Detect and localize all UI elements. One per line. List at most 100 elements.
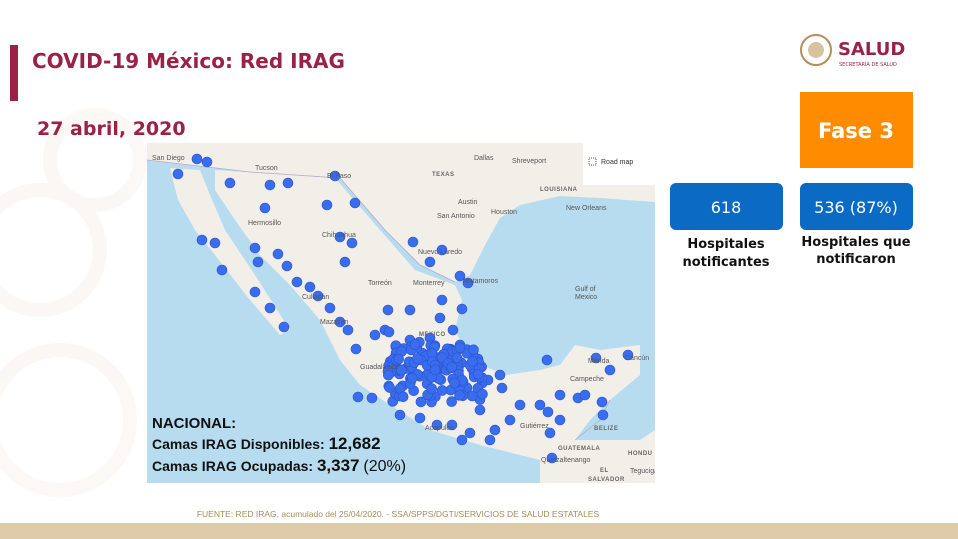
- stats: NACIONAL: Camas IRAG Disponibles: 12,682…: [152, 415, 406, 475]
- hospital-dot: [456, 303, 468, 315]
- map-label: Torreón: [368, 280, 392, 287]
- hospital-dot: [466, 390, 478, 402]
- hospital-dot: [409, 339, 421, 350]
- stats-value: 12,682: [329, 434, 381, 453]
- card: [800, 183, 913, 230]
- hospital-dot: [494, 369, 506, 381]
- hospital-dot: [369, 329, 381, 341]
- hospital-dot: [329, 170, 341, 182]
- hospital-dot: [579, 389, 591, 401]
- hospital-dot: [554, 389, 566, 401]
- map-label: Nuevo Laredo: [418, 249, 462, 256]
- hospital-dot: [496, 382, 508, 394]
- hospital-dot: [209, 237, 221, 249]
- hospital-dot: [415, 396, 427, 408]
- hospital-dot: [196, 234, 208, 246]
- hospital-dot: [544, 427, 556, 439]
- hospital-dot: [514, 399, 526, 411]
- hospital-dot: [291, 276, 303, 288]
- hospital-dot: [249, 242, 261, 254]
- hospital-dot: [474, 404, 486, 416]
- hospital-dot: [342, 324, 354, 336]
- hospital-dot: [434, 312, 446, 324]
- hospital-dot: [596, 396, 608, 408]
- hospital-dot: [304, 281, 316, 293]
- card-label: Hospitales: [687, 237, 765, 252]
- logo-name: SALUD: [838, 39, 905, 60]
- map: San Diego Tucson El Paso Dallas Shrevepo…: [147, 143, 667, 483]
- hospital-dot: [590, 352, 602, 364]
- hospital-dot: [464, 427, 476, 439]
- hospital-dot: [454, 342, 466, 353]
- hospital-dot: [504, 414, 516, 426]
- hospital-dot: [604, 364, 616, 376]
- map-label: Tegucigalpa: [630, 468, 667, 475]
- hospital-dot: [397, 391, 409, 403]
- map-label: San Diego: [152, 155, 185, 162]
- map-label: Mérida: [588, 358, 610, 365]
- background-pattern: [0, 108, 147, 497]
- card-label: Hospitales que: [801, 235, 910, 250]
- map-label: Dallas: [474, 155, 494, 162]
- hospital-dot: [394, 409, 406, 421]
- logo: SALUD SECRETARÍA DE SALUD: [800, 34, 905, 68]
- map-label: New Orleans: [566, 205, 607, 212]
- hospital-dot: [462, 277, 474, 289]
- stats-value: 3,337: [317, 456, 360, 475]
- hospital-dot: [324, 302, 336, 314]
- hospital-dot: [282, 177, 294, 189]
- hospital-dot: [334, 231, 346, 243]
- map-control-label[interactable]: Road map: [601, 159, 633, 166]
- hospital-dot: [472, 368, 484, 380]
- hospital-dot: [467, 356, 478, 367]
- map-label: Mexico: [575, 294, 597, 301]
- hospital-dot: [431, 419, 443, 431]
- map-label: Cancún: [625, 355, 649, 362]
- hospital-dot: [554, 414, 566, 426]
- hospital-dot: [383, 326, 395, 338]
- map-label: GUATEMALA: [558, 446, 601, 452]
- map-label: Mazatlán: [320, 319, 349, 326]
- hospital-dot: [396, 364, 407, 376]
- hospital-dot: [384, 382, 395, 393]
- hospital-dot: [541, 354, 553, 366]
- accent-bar: [10, 45, 18, 101]
- hospital-dot: [436, 294, 448, 306]
- hospital-dot: [436, 244, 448, 256]
- map-label: Quetzaltenango: [541, 457, 591, 464]
- map-label: EL: [600, 468, 609, 474]
- hospital-dot: [259, 202, 271, 214]
- logo-subtitle: SECRETARÍA DE SALUD: [839, 61, 897, 68]
- map-control[interactable]: [583, 143, 655, 185]
- hospital-dot: [278, 321, 290, 333]
- card-label: notificantes: [683, 255, 770, 270]
- map-label: Guadalajara: [360, 364, 398, 371]
- hospital-dot: [424, 256, 436, 268]
- hospital-dot: [451, 352, 463, 364]
- hospital-dot: [597, 409, 609, 421]
- map-label: Monterrey: [413, 280, 445, 287]
- map-label: SALVADOR: [588, 477, 625, 483]
- map-label: HONDU: [628, 451, 653, 457]
- map-label: Culiacán: [302, 294, 329, 301]
- hospital-dot: [281, 260, 293, 272]
- hospital-dot: [446, 396, 458, 407]
- hospital-dot: [542, 406, 554, 418]
- map-label: Campeche: [570, 376, 604, 383]
- hospital-dot: [349, 197, 361, 209]
- hospital-dot: [321, 199, 333, 211]
- card-label: notificaron: [816, 252, 896, 267]
- hospital-dot: [407, 236, 419, 248]
- hospital-dot: [224, 177, 236, 189]
- hospital-dot: [454, 390, 465, 401]
- hospital-dot: [249, 286, 261, 298]
- date: 27 abril, 2020: [37, 118, 186, 140]
- hospital-dot: [252, 256, 264, 268]
- stats-label: Camas IRAG Disponibles:: [152, 436, 325, 452]
- hospital-dot: [272, 248, 284, 260]
- hospital-dot: [484, 434, 496, 446]
- hospital-dot: [264, 179, 276, 191]
- hospital-dot: [346, 237, 358, 249]
- hospital-dot: [454, 270, 466, 282]
